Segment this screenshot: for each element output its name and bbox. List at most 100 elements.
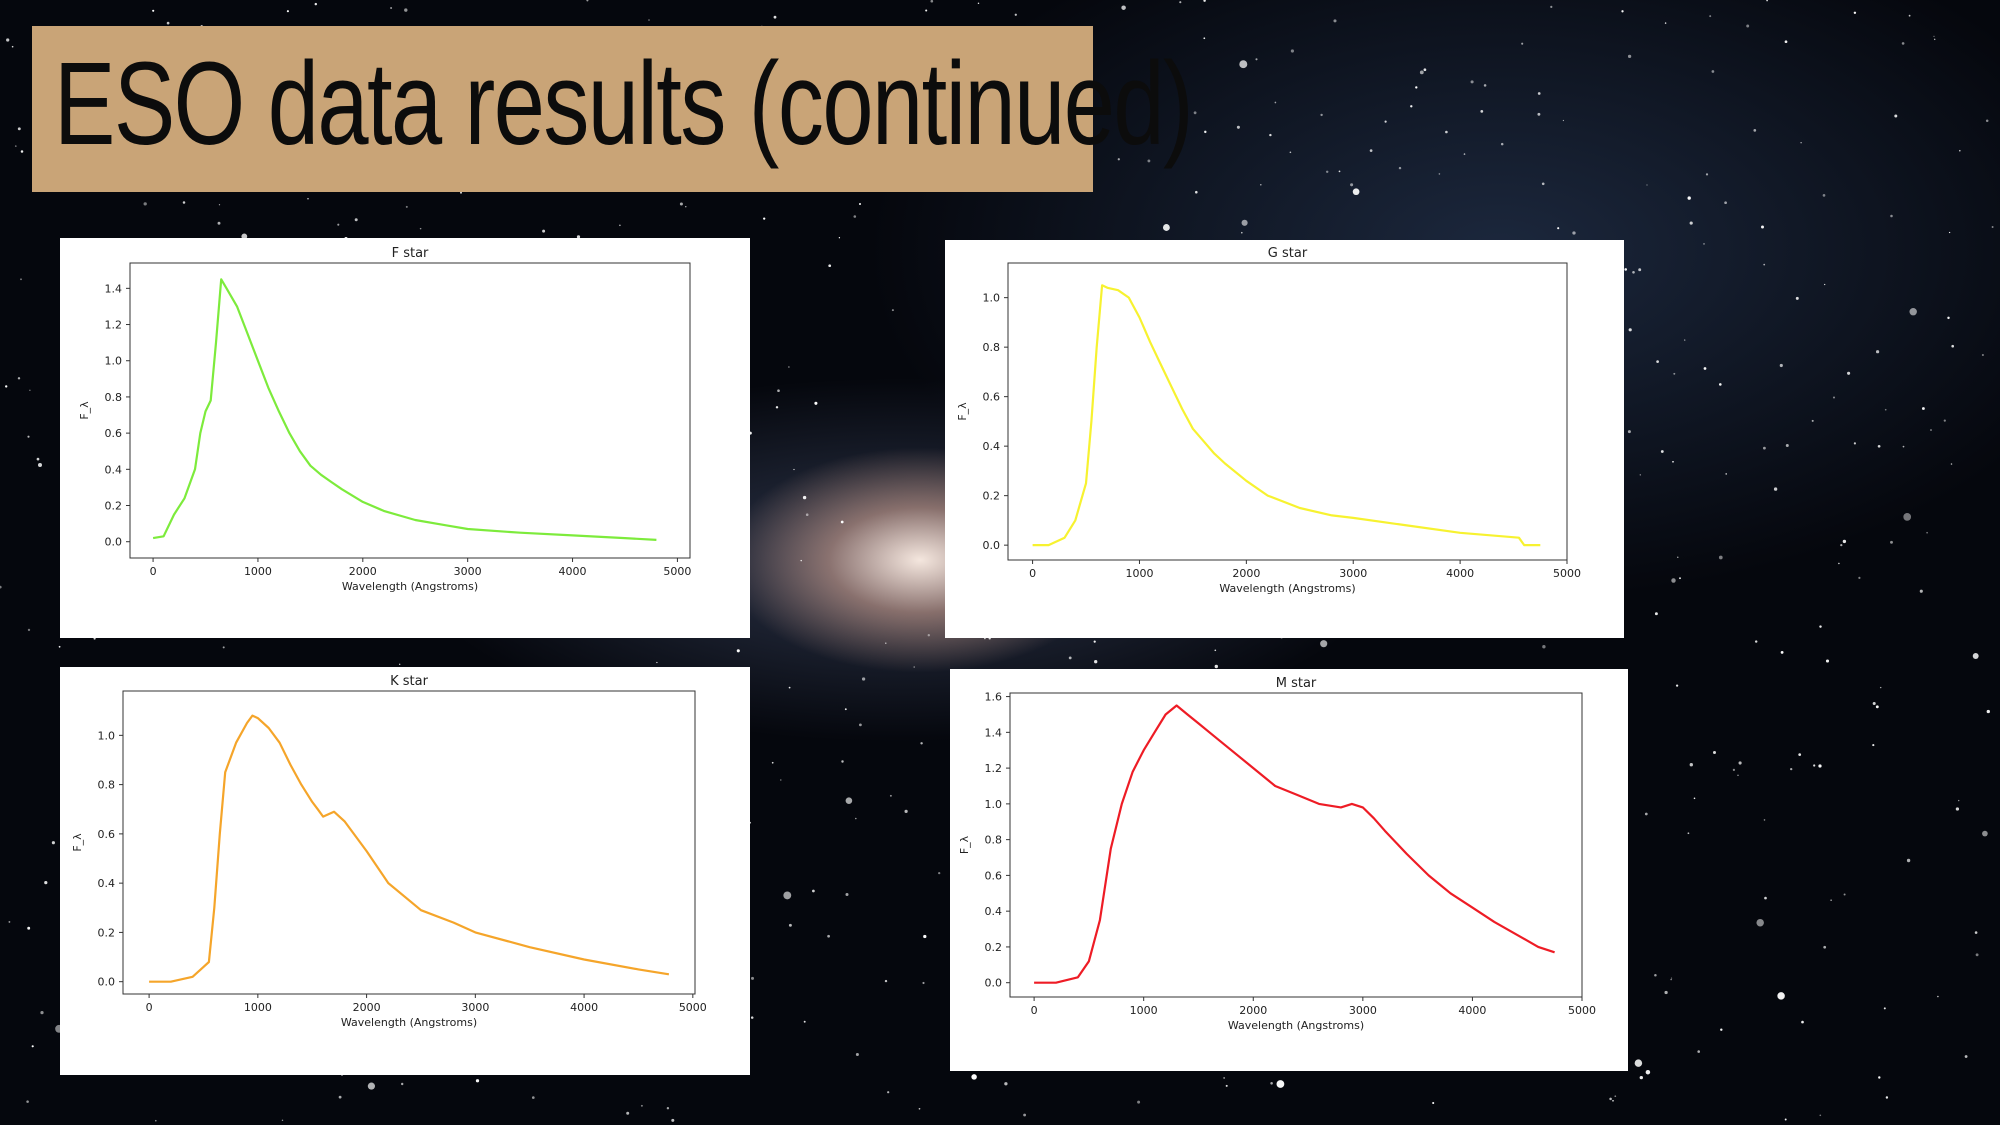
star	[1872, 701, 1876, 706]
x-tick-label: 1000	[244, 1001, 272, 1014]
star	[27, 926, 31, 930]
y-tick-label: 0.8	[983, 341, 1001, 354]
star	[14, 145, 17, 147]
star	[1410, 105, 1413, 108]
star	[1483, 84, 1487, 87]
star	[1423, 68, 1427, 72]
x-tick-label: 4000	[1458, 1004, 1486, 1017]
star	[460, 191, 462, 194]
star	[338, 1095, 342, 1099]
star	[1419, 70, 1424, 75]
star	[925, 9, 928, 12]
star	[1269, 133, 1272, 137]
x-axis-label: Wavelength (Angstroms)	[341, 1016, 477, 1029]
star	[793, 468, 795, 471]
x-tick-label: 3000	[1339, 567, 1367, 580]
star	[1879, 686, 1882, 689]
star	[1369, 149, 1373, 152]
star	[1975, 953, 1979, 957]
star	[1903, 513, 1912, 521]
star	[840, 520, 844, 524]
y-tick-label: 1.4	[985, 726, 1003, 739]
star	[859, 723, 862, 727]
star	[1819, 625, 1822, 628]
series-line	[149, 714, 670, 983]
star	[1959, 149, 1961, 152]
star	[858, 202, 862, 206]
star	[1639, 1075, 1643, 1080]
star	[1853, 442, 1856, 445]
star	[803, 1020, 806, 1023]
star	[1948, 231, 1951, 234]
x-tick-label: 2000	[1232, 567, 1260, 580]
star	[844, 708, 847, 711]
x-tick-label: 5000	[1568, 1004, 1596, 1017]
star	[1679, 577, 1681, 580]
x-tick-label: 4000	[1446, 567, 1474, 580]
star	[814, 401, 818, 405]
star	[1241, 231, 1243, 234]
star	[780, 779, 782, 781]
star	[93, 637, 96, 640]
star	[1094, 660, 1098, 664]
star	[1572, 231, 1576, 235]
star	[1664, 990, 1668, 995]
star	[1673, 372, 1676, 375]
star	[1093, 640, 1096, 643]
star	[1756, 918, 1764, 927]
x-axis-label: Wavelength (Angstroms)	[342, 580, 478, 593]
x-tick-label: 3000	[1349, 1004, 1377, 1017]
g-star-chart-panel: G star 0 1000 2000 3000 4000 5000 0.0 0.2 0.4 0.6 0…	[945, 240, 1624, 638]
star	[884, 979, 888, 983]
star	[1664, 22, 1667, 24]
star	[1179, 1, 1182, 4]
x-axis-label: Wavelength (Angstroms)	[1219, 582, 1355, 595]
f-star-chart: F star 0 1000 2000 3000 4000 5000 0.0 0.2 0.4 0.6 0…	[78, 246, 691, 593]
star	[1933, 38, 1936, 41]
y-tick-label: 0.0	[98, 976, 116, 989]
star	[666, 1107, 670, 1110]
star	[40, 1010, 44, 1015]
star	[1937, 995, 1939, 998]
star	[885, 642, 887, 644]
star	[1822, 194, 1826, 197]
star	[861, 677, 866, 681]
star	[1711, 70, 1715, 73]
star	[1811, 419, 1814, 422]
star	[1858, 576, 1861, 580]
star	[1398, 166, 1402, 170]
star	[1843, 893, 1846, 896]
star	[845, 892, 849, 897]
series-line	[1032, 284, 1541, 547]
star	[1974, 931, 1978, 934]
y-tick-label: 0.6	[105, 427, 123, 440]
star	[27, 628, 31, 632]
star	[1415, 86, 1418, 89]
star	[1985, 119, 1989, 122]
star	[1445, 130, 1448, 134]
star	[1542, 645, 1546, 649]
star	[1236, 125, 1240, 129]
plot-frame	[1007, 262, 1568, 561]
star	[1609, 1097, 1612, 1101]
star	[1290, 49, 1294, 53]
y-tick-label: 0.8	[985, 834, 1003, 847]
k-star-chart: K star 0 1000 2000 3000 4000 5000 0.0 0.2 0.4 0.6 0…	[71, 674, 707, 1029]
star	[1908, 14, 1911, 17]
star	[984, 637, 986, 640]
star	[1883, 1007, 1886, 1010]
star	[1195, 190, 1198, 194]
star	[1338, 170, 1341, 173]
star	[404, 8, 408, 12]
y-tick-label: 0.4	[98, 877, 116, 890]
star	[1703, 243, 1705, 245]
star	[1800, 142, 1802, 144]
star	[38, 463, 42, 467]
star	[217, 221, 221, 225]
x-tick-label: 1000	[244, 565, 272, 578]
star	[8, 920, 11, 923]
x-tick-label: 5000	[663, 565, 691, 578]
star	[771, 761, 774, 764]
star	[887, 1091, 890, 1094]
star	[1784, 40, 1788, 44]
